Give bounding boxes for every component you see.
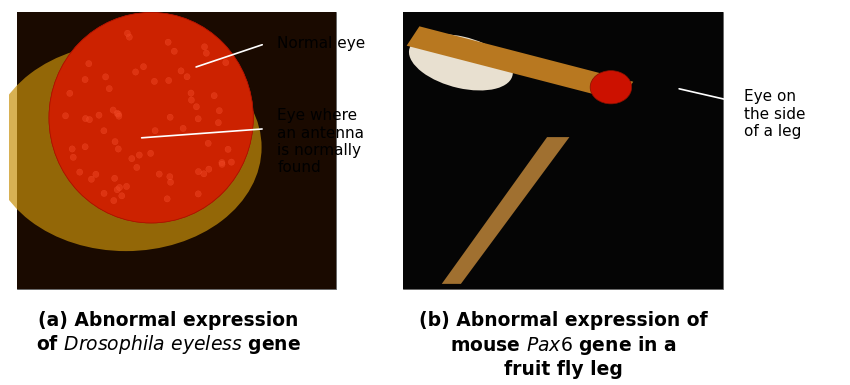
Ellipse shape [215, 119, 222, 126]
Ellipse shape [211, 92, 218, 99]
Ellipse shape [66, 90, 73, 97]
Ellipse shape [148, 150, 154, 156]
Ellipse shape [93, 171, 99, 177]
Ellipse shape [180, 125, 186, 132]
Ellipse shape [128, 156, 135, 162]
Ellipse shape [184, 74, 190, 80]
Ellipse shape [165, 39, 171, 45]
Ellipse shape [196, 116, 201, 122]
Ellipse shape [96, 112, 102, 118]
Text: Normal eye: Normal eye [277, 36, 366, 51]
Ellipse shape [216, 107, 223, 114]
Ellipse shape [193, 104, 200, 110]
Ellipse shape [49, 12, 253, 223]
Ellipse shape [223, 59, 229, 66]
Ellipse shape [71, 154, 76, 161]
Ellipse shape [82, 76, 88, 83]
Ellipse shape [201, 44, 207, 50]
Bar [17, 12, 337, 290]
Ellipse shape [178, 68, 184, 74]
Ellipse shape [218, 159, 225, 166]
Ellipse shape [206, 166, 212, 172]
Ellipse shape [103, 74, 109, 80]
Ellipse shape [167, 179, 173, 185]
Ellipse shape [82, 116, 88, 122]
Text: (a) Abnormal expression
of $\it{Drosophila}$ $\it{eyeless}$ gene: (a) Abnormal expression of $\it{Drosophi… [36, 311, 301, 357]
Ellipse shape [123, 183, 129, 189]
Ellipse shape [86, 60, 92, 67]
Ellipse shape [196, 191, 201, 197]
Ellipse shape [88, 176, 94, 182]
Ellipse shape [116, 184, 122, 191]
Ellipse shape [133, 164, 140, 171]
Ellipse shape [119, 192, 125, 199]
Ellipse shape [188, 90, 194, 96]
Ellipse shape [203, 50, 209, 56]
Ellipse shape [71, 154, 103, 176]
Ellipse shape [189, 97, 195, 103]
Ellipse shape [76, 169, 82, 175]
Ellipse shape [106, 85, 112, 92]
Ellipse shape [229, 159, 235, 165]
Ellipse shape [156, 171, 162, 177]
FancyBboxPatch shape [404, 12, 722, 290]
Ellipse shape [116, 113, 122, 119]
Ellipse shape [127, 34, 133, 40]
Ellipse shape [196, 169, 201, 175]
Ellipse shape [152, 127, 158, 134]
Ellipse shape [114, 110, 120, 116]
Ellipse shape [136, 152, 143, 158]
Text: (b) Abnormal expression of
mouse $\it{Pax6}$ gene in a
fruit fly leg: (b) Abnormal expression of mouse $\it{Pa… [419, 311, 707, 378]
Text: Eye on
the side
of a leg: Eye on the side of a leg [744, 89, 805, 139]
Ellipse shape [49, 12, 253, 223]
Ellipse shape [82, 144, 88, 150]
Ellipse shape [124, 30, 131, 37]
Ellipse shape [111, 175, 117, 181]
Ellipse shape [219, 161, 225, 167]
Ellipse shape [62, 113, 69, 119]
Ellipse shape [166, 77, 172, 84]
FancyBboxPatch shape [17, 12, 337, 290]
Ellipse shape [225, 146, 231, 152]
Ellipse shape [110, 198, 116, 204]
Ellipse shape [201, 171, 207, 177]
Ellipse shape [133, 69, 139, 75]
Ellipse shape [171, 48, 178, 54]
Ellipse shape [69, 146, 76, 152]
Ellipse shape [205, 140, 212, 147]
Ellipse shape [101, 190, 107, 197]
Ellipse shape [151, 78, 157, 85]
Ellipse shape [116, 146, 122, 152]
Ellipse shape [87, 116, 93, 123]
Ellipse shape [0, 44, 262, 251]
Ellipse shape [167, 114, 173, 121]
Ellipse shape [140, 64, 146, 70]
Bar [404, 12, 722, 290]
Ellipse shape [164, 196, 170, 202]
Ellipse shape [112, 139, 118, 145]
Ellipse shape [101, 127, 107, 134]
Ellipse shape [116, 111, 122, 117]
Ellipse shape [114, 187, 120, 193]
Ellipse shape [110, 107, 116, 113]
Ellipse shape [590, 70, 632, 104]
Ellipse shape [409, 34, 513, 90]
Polygon shape [406, 26, 633, 101]
Polygon shape [442, 137, 570, 284]
Text: Eye where
an antenna
is normally
found: Eye where an antenna is normally found [277, 108, 365, 175]
Ellipse shape [167, 174, 173, 180]
